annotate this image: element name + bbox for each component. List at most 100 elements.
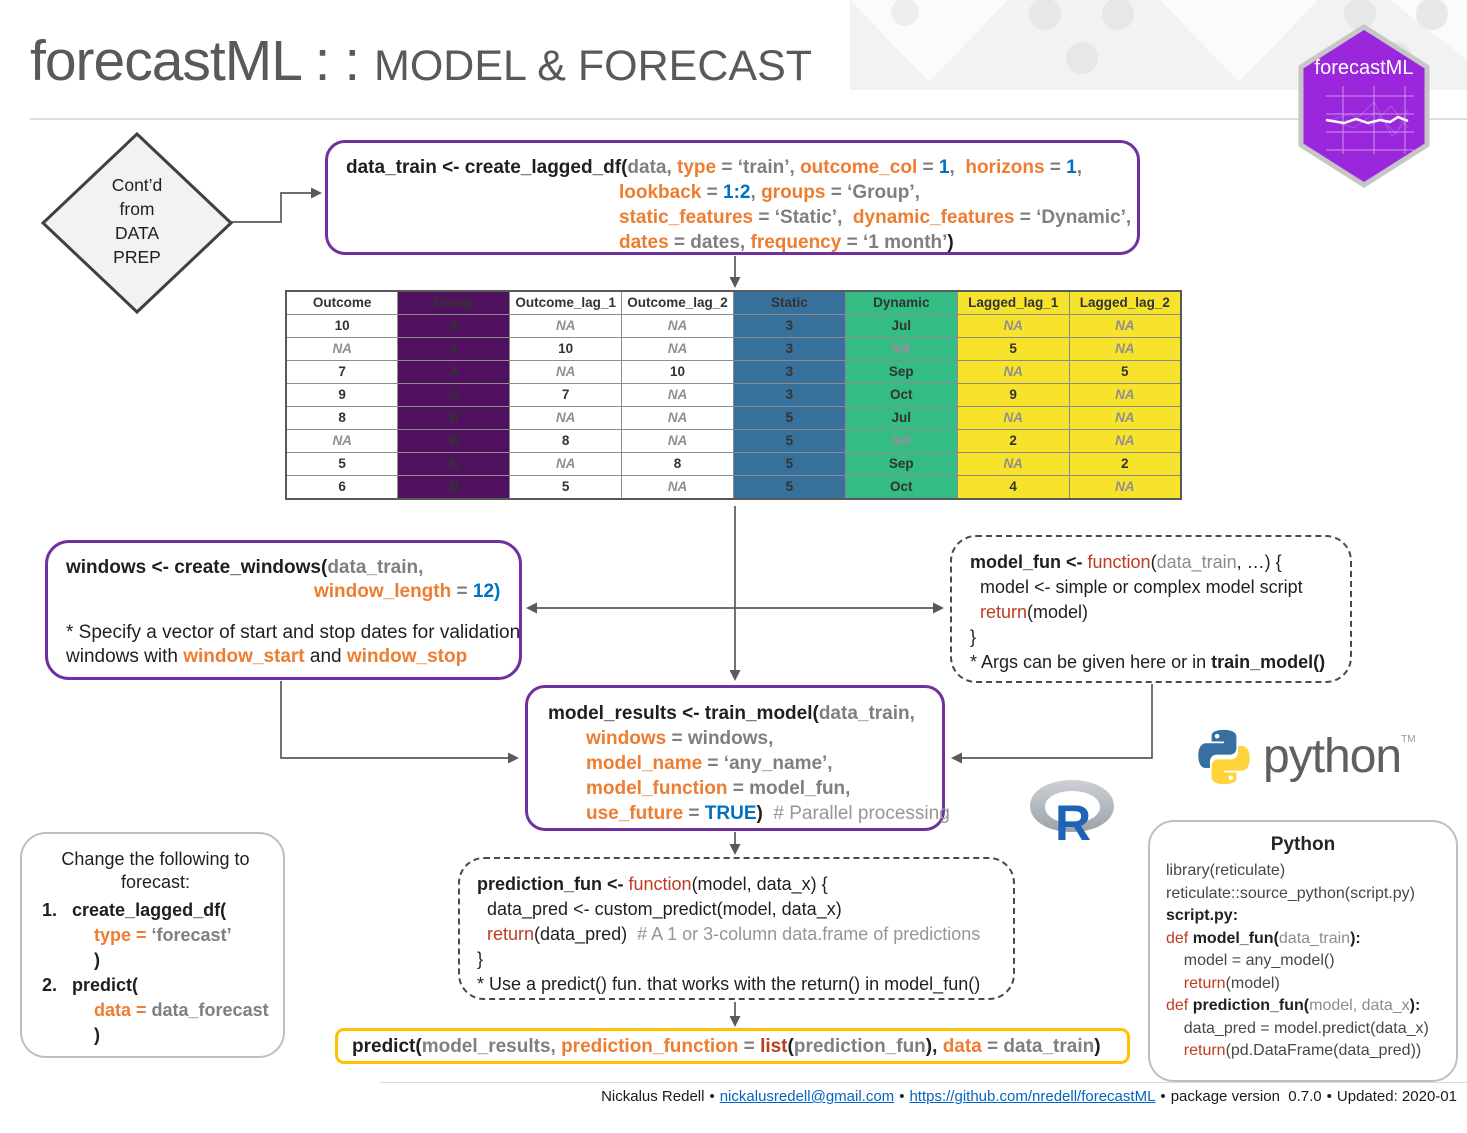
code-line: from xyxy=(40,197,234,221)
code-segment: function xyxy=(628,874,692,894)
code-segment: = ‘train’, xyxy=(716,157,801,178)
code-segment: ( xyxy=(1150,552,1157,572)
code-segment: 1 xyxy=(938,157,950,178)
code-line: Cont’d xyxy=(40,173,234,197)
code-segment: 12) xyxy=(472,581,501,602)
code-line: def prediction_fun(model, data_x): xyxy=(1166,995,1456,1018)
code-line: static_features = ‘Static’, dynamic_feat… xyxy=(346,205,1137,230)
footer: Nickalus Redell • nickalusredell@gmail.com… xyxy=(601,1088,1457,1105)
code-segment: model_function xyxy=(586,778,728,799)
code-line: dates = dates, frequency = ‘1 month’) xyxy=(346,230,1137,255)
code-segment: data_train xyxy=(1278,929,1351,947)
table-cell: NA xyxy=(1068,314,1182,338)
code-segment: from xyxy=(119,199,155,219)
footer-email-link[interactable]: nickalusredell@gmail.com xyxy=(719,1088,895,1105)
code-segment: data xyxy=(942,1036,982,1057)
code-segment: , xyxy=(1076,157,1083,178)
table-cell: 5 xyxy=(285,452,399,476)
code-segment: DATA xyxy=(114,223,160,243)
table-cell: NA xyxy=(956,452,1070,476)
code-segment: data_pred = model.predict(data_x) xyxy=(1166,1019,1429,1037)
code-segment: = xyxy=(451,581,473,602)
code-segment: (pd.DataFrame(data_pred)) xyxy=(1225,1042,1422,1059)
table-cell: 4 xyxy=(956,475,1070,500)
code-line: * Args can be given here or in train_mod… xyxy=(970,650,1350,675)
table-cell: NA xyxy=(509,452,623,476)
footer-github-link[interactable]: https://github.com/nredell/forecastML xyxy=(909,1088,1156,1105)
table-cell: A xyxy=(397,360,511,384)
code-segment: = ‘Dynamic’, xyxy=(1014,207,1132,228)
code-segment: model, data_x xyxy=(1309,997,1410,1014)
code-segment: ) xyxy=(94,950,100,970)
table-cell: NA xyxy=(956,360,1070,384)
code-segment: ) xyxy=(94,1025,100,1045)
table-cell: Oct xyxy=(844,383,958,407)
table-cell: 5 xyxy=(733,475,846,500)
code-segment: = xyxy=(701,182,724,203)
code-segment: } xyxy=(970,627,977,647)
code-segment: * Specify a vector of start and stop dat… xyxy=(66,622,521,643)
python-reticulate-box: Python library(reticulate) reticulate::so… xyxy=(1148,820,1458,1082)
table-cell: NA xyxy=(956,406,1070,430)
code-line: PREP xyxy=(40,245,234,269)
predict-call-box: predict(model_results, prediction_functi… xyxy=(335,1028,1130,1064)
table-cell: 9 xyxy=(956,383,1070,407)
code-segment: list xyxy=(760,1036,788,1057)
hex-chart-line xyxy=(1325,115,1409,125)
code-segment: use_future xyxy=(586,803,684,824)
table-cell: 6 xyxy=(285,475,399,500)
table-cell: Jul xyxy=(844,406,958,430)
code-segment: lookback xyxy=(619,182,702,203)
code-line: model_results <- train_model(data_train, xyxy=(548,701,942,726)
code-line: DATA xyxy=(40,221,234,245)
code-segment: function xyxy=(1087,552,1151,572)
table-cell: A xyxy=(397,314,511,338)
table-cell: NA xyxy=(956,314,1070,338)
code-segment: def xyxy=(1166,929,1193,947)
code-segment: = data_train xyxy=(981,1036,1095,1057)
table-cell: 7 xyxy=(285,360,399,384)
table-cell: 3 xyxy=(733,360,846,384)
code-segment: , xyxy=(949,157,966,178)
table-cell: 10 xyxy=(621,360,734,384)
code-segment: forecast: xyxy=(120,872,191,892)
code-segment: library(reticulate) xyxy=(1166,862,1286,879)
table-cell: A xyxy=(397,383,511,407)
code-segment: horizons xyxy=(965,157,1045,178)
code-line: ) xyxy=(42,948,283,973)
code-segment: # A 1 or 3-column data.frame of predicti… xyxy=(627,924,981,944)
code-line: 2. predict( xyxy=(42,973,283,998)
table-row: 5 B NA 8 5 Sep NA 2 xyxy=(285,452,1182,476)
python-box-code: library(reticulate)reticulate::source_py… xyxy=(1166,860,1456,1063)
code-segment: TRUE xyxy=(704,803,757,824)
code-segment: train_model() xyxy=(1211,652,1326,672)
code-segment: = model_fun, xyxy=(727,778,851,799)
code-line: return(pd.DataFrame(data_pred)) xyxy=(1166,1040,1456,1063)
prediction-fun-box: prediction_fun <- function(model, data_x… xyxy=(458,857,1015,1000)
r-logo: R xyxy=(1028,778,1116,851)
code-segment: = ‘any_name’, xyxy=(702,753,833,774)
code-segment: = windows, xyxy=(666,728,774,749)
code-segment: (model) xyxy=(1225,974,1280,992)
code-segment: windows with xyxy=(66,646,184,667)
table-row: 8 B NA NA 5 Jul NA NA xyxy=(285,406,1182,430)
footer-bullet: • xyxy=(709,1088,715,1105)
code-segment: 1:2 xyxy=(723,182,751,203)
code-segment: windows <- create_windows( xyxy=(66,557,328,578)
code-line: windows = windows, xyxy=(548,726,942,751)
code-segment: window_start xyxy=(183,646,305,667)
code-segment: * Args can be given here or in xyxy=(970,652,1212,672)
table-header-row: Outcome Group Outcome_lag_1 Outcome_lag_2 St… xyxy=(285,290,1182,315)
code-segment: ) xyxy=(947,232,954,253)
code-segment: model_fun( xyxy=(1192,929,1279,947)
model-fun-box: model_fun <- function(data_train, …) { m… xyxy=(950,535,1352,683)
python-logo: python TM xyxy=(1193,726,1416,788)
code-segment: # Parallel processing xyxy=(762,803,950,824)
code-segment: prediction_fun( xyxy=(1192,997,1310,1014)
code-line: reticulate::source_python(script.py) xyxy=(1166,883,1456,906)
code-line: return(model) xyxy=(1166,973,1456,996)
code-segment: outcome_col xyxy=(800,157,918,178)
code-segment: model_results, xyxy=(421,1036,562,1057)
code-segment: model <- simple or complex model script xyxy=(970,577,1303,597)
column-header-lagged_lag_2: Lagged_lag_2 xyxy=(1068,290,1182,315)
